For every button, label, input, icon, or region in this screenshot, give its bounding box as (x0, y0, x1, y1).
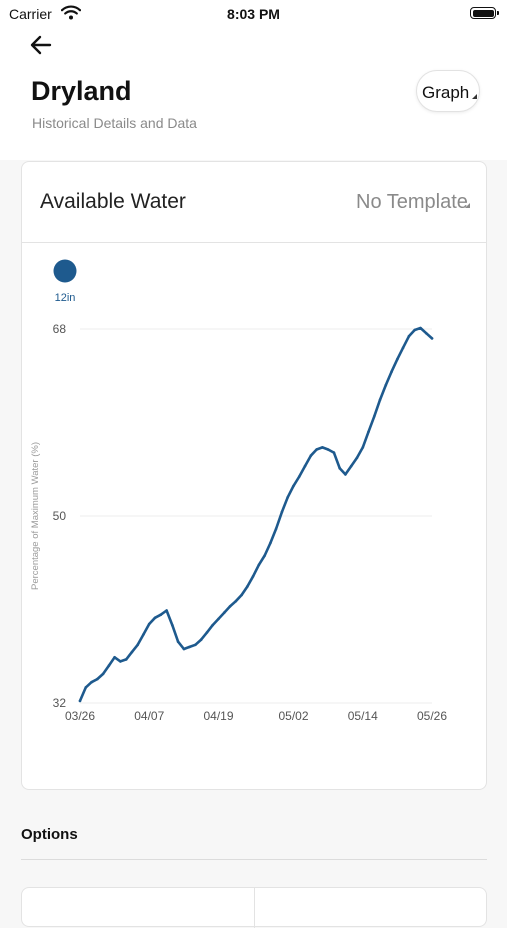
data-point (113, 656, 116, 659)
template-select-value: No Template (356, 191, 468, 213)
card-title: Available Water (40, 190, 186, 213)
x-tick-label: 03/26 (65, 709, 95, 723)
data-point (136, 643, 139, 647)
dropdown-caret-icon (465, 203, 470, 208)
data-point (194, 643, 197, 647)
available-water-chart: 12in 32 50 68 Percentage of Maximum Water (%… (30, 259, 447, 723)
data-point (344, 473, 347, 476)
data-point (211, 623, 214, 627)
data-point (326, 448, 330, 451)
data-point (419, 326, 422, 330)
series-line-12in (78, 326, 434, 703)
data-point (124, 658, 128, 661)
data-point (280, 510, 284, 514)
data-point (101, 672, 105, 676)
data-point (332, 451, 336, 454)
data-point (315, 448, 318, 451)
data-point (378, 398, 382, 401)
data-point (338, 466, 342, 470)
data-point (274, 527, 278, 530)
data-point (384, 383, 388, 387)
data-point (90, 680, 93, 684)
data-point (367, 430, 370, 434)
clock: 8:03 PM (227, 6, 280, 22)
page-subtitle: Historical Details and Data (32, 115, 197, 131)
data-point (217, 617, 220, 621)
back-arrow-icon[interactable] (28, 34, 54, 56)
data-point (78, 699, 82, 703)
data-point (257, 563, 261, 567)
card-header: Available Water No Template (22, 162, 486, 243)
wifi-icon (61, 5, 81, 20)
y-tick-label: 50 (53, 509, 67, 523)
data-point (361, 446, 365, 449)
data-point (84, 686, 88, 689)
data-point (205, 631, 209, 634)
data-point (390, 370, 393, 373)
data-point (263, 554, 266, 557)
available-water-card: Available Water No Template 12in 32 50 68 Pe… (21, 161, 487, 790)
data-point (303, 464, 307, 468)
data-point (176, 640, 180, 643)
data-point (413, 328, 417, 332)
data-point (424, 331, 428, 335)
graph-view-toggle-button[interactable]: Graph (416, 70, 480, 112)
data-point (396, 357, 399, 361)
data-point (223, 611, 226, 614)
y-tick-label: 32 (53, 696, 67, 710)
template-select[interactable]: No Template (354, 188, 474, 218)
data-point (130, 650, 134, 654)
data-point (171, 623, 174, 627)
page-title: Dryland (31, 76, 132, 106)
y-tick-label: 68 (53, 322, 67, 336)
data-point (430, 337, 434, 340)
data-point (292, 484, 295, 488)
data-point (107, 664, 111, 667)
data-point (298, 475, 301, 478)
data-point (159, 613, 163, 616)
data-point (269, 541, 272, 545)
data-point (199, 638, 203, 641)
legend-label: 12in (55, 292, 76, 304)
data-point (142, 633, 145, 636)
data-point (153, 616, 157, 620)
divider (21, 859, 487, 860)
data-point (251, 575, 255, 578)
data-point (228, 605, 232, 608)
carrier-label: Carrier (9, 6, 52, 22)
y-axis-label: Percentage of Maximum Water (%) (30, 442, 41, 590)
x-tick-label: 05/02 (278, 709, 308, 723)
status-bar: Carrier 8:03 PM (0, 0, 507, 28)
data-point (234, 599, 238, 603)
data-point (147, 622, 151, 626)
data-point (286, 496, 290, 499)
x-tick-label: 05/14 (348, 709, 378, 723)
data-point (188, 645, 191, 649)
data-point (355, 456, 359, 460)
page-header: Dryland Historical Details and Data Grap… (0, 28, 507, 160)
data-point (407, 335, 411, 338)
data-point (119, 660, 122, 663)
data-point (182, 647, 186, 651)
data-point (321, 446, 324, 449)
data-point (246, 585, 249, 588)
x-tick-label: 04/07 (134, 709, 164, 723)
graph-view-toggle-label: Graph (422, 83, 470, 102)
data-point (349, 464, 353, 468)
data-point (373, 415, 376, 418)
legend-marker (53, 259, 77, 283)
options-section-title: Options (21, 826, 78, 843)
x-tick-label: 04/19 (203, 709, 233, 723)
options-panel (21, 887, 487, 928)
data-point (309, 454, 313, 458)
data-point (165, 609, 168, 612)
battery-icon (470, 7, 499, 19)
data-point (240, 593, 243, 597)
x-tick-label: 05/26 (417, 709, 447, 723)
data-point (96, 677, 99, 681)
options-panel-divider (254, 888, 255, 928)
dropdown-caret-icon (472, 94, 477, 99)
data-point (401, 346, 405, 349)
